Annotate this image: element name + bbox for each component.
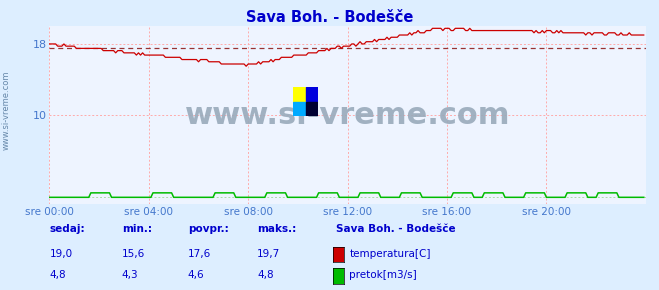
Text: 4,8: 4,8 [49, 270, 66, 280]
Text: www.si-vreme.com: www.si-vreme.com [2, 70, 11, 150]
Text: maks.:: maks.: [257, 224, 297, 234]
Text: min.:: min.: [122, 224, 152, 234]
Bar [306, 102, 318, 116]
Text: pretok[m3/s]: pretok[m3/s] [349, 270, 417, 280]
Text: povpr.:: povpr.: [188, 224, 229, 234]
Text: 19,7: 19,7 [257, 249, 280, 259]
Bar [293, 102, 306, 116]
Text: 4,6: 4,6 [188, 270, 204, 280]
Text: 19,0: 19,0 [49, 249, 72, 259]
Text: www.si-vreme.com: www.si-vreme.com [185, 101, 510, 130]
Bar [293, 87, 306, 102]
Text: 4,3: 4,3 [122, 270, 138, 280]
Text: Sava Boh. - Bodešče: Sava Boh. - Bodešče [246, 10, 413, 25]
Text: sedaj:: sedaj: [49, 224, 85, 234]
Text: 17,6: 17,6 [188, 249, 211, 259]
Bar [306, 87, 318, 102]
Text: 4,8: 4,8 [257, 270, 273, 280]
Text: temperatura[C]: temperatura[C] [349, 249, 431, 259]
Text: Sava Boh. - Bodešče: Sava Boh. - Bodešče [336, 224, 456, 234]
Text: 15,6: 15,6 [122, 249, 145, 259]
